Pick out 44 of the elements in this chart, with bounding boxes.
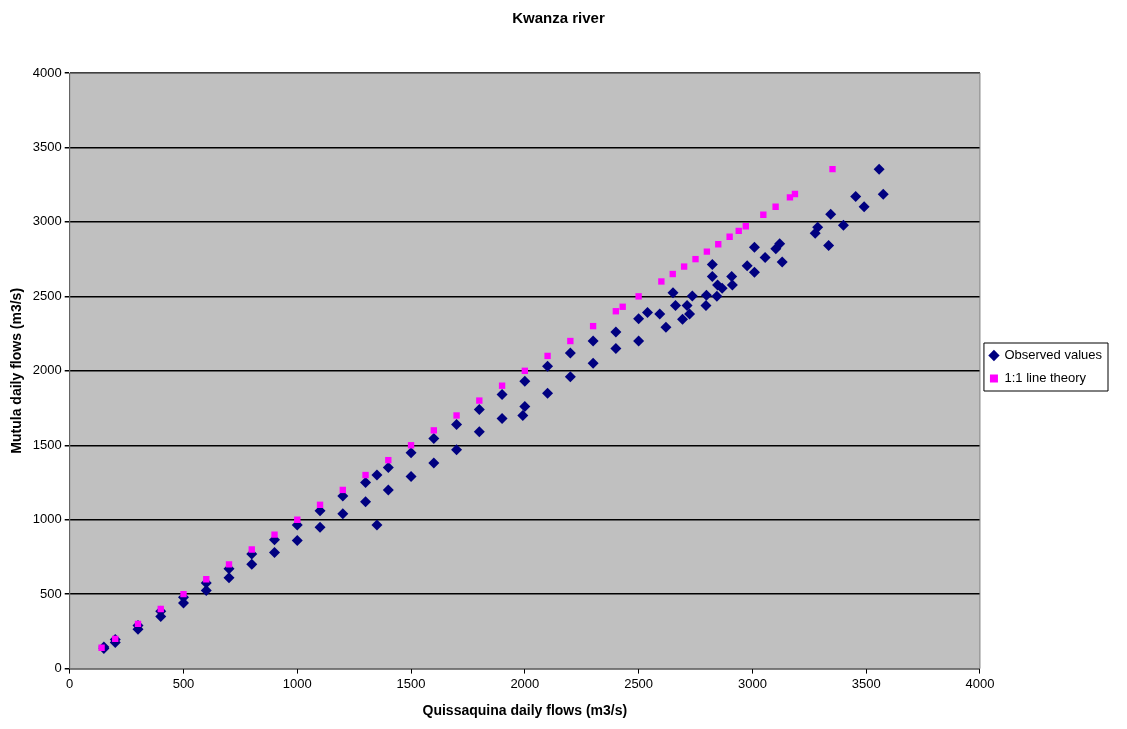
point <box>703 248 711 255</box>
y-tick-label: 4000 <box>32 64 62 80</box>
y-axis-title: Mutula daily flows (m3/s) <box>8 287 25 454</box>
point <box>271 531 278 538</box>
point <box>180 590 187 598</box>
x-tick-label: 4000 <box>965 675 995 691</box>
legend-label: 1:1 line theory <box>1004 370 1087 386</box>
point <box>772 203 779 210</box>
point <box>680 263 688 270</box>
x-tick-label: 1500 <box>396 675 426 691</box>
y-tick-label: 3000 <box>32 213 62 229</box>
point <box>726 233 733 240</box>
x-tick-label: 0 <box>66 675 74 691</box>
y-tick-label: 500 <box>40 585 62 601</box>
point <box>612 308 620 315</box>
y-tick-label: 2000 <box>32 362 62 378</box>
point <box>225 561 233 568</box>
point <box>567 337 574 345</box>
x-tick-label: 1000 <box>282 675 312 691</box>
y-tick-label: 3500 <box>32 139 62 155</box>
point <box>786 194 794 201</box>
y-tick-label: 0 <box>54 660 62 676</box>
point <box>692 255 699 263</box>
x-axis-title: Quissaquina daily flows (m3/s) <box>422 702 628 719</box>
x-tick-label: 2000 <box>510 675 540 691</box>
x-tick-label: 2500 <box>624 675 654 691</box>
point <box>453 412 460 419</box>
point <box>248 546 255 553</box>
y-tick-label: 1000 <box>32 511 62 527</box>
point <box>544 352 551 360</box>
chart-title: Kwanza river <box>512 9 605 27</box>
y-tick-label: 2500 <box>32 287 62 303</box>
legend-label: Observed values <box>1004 347 1103 363</box>
point <box>430 427 437 434</box>
point <box>635 293 642 300</box>
x-tick-label: 3000 <box>737 675 767 691</box>
point <box>362 471 369 479</box>
point <box>98 644 105 651</box>
x-tick-label: 500 <box>172 675 195 691</box>
x-tick-label: 3500 <box>851 675 881 691</box>
point <box>829 166 836 173</box>
point <box>476 397 483 404</box>
point <box>658 278 665 285</box>
y-tick-label: 1500 <box>32 436 62 452</box>
